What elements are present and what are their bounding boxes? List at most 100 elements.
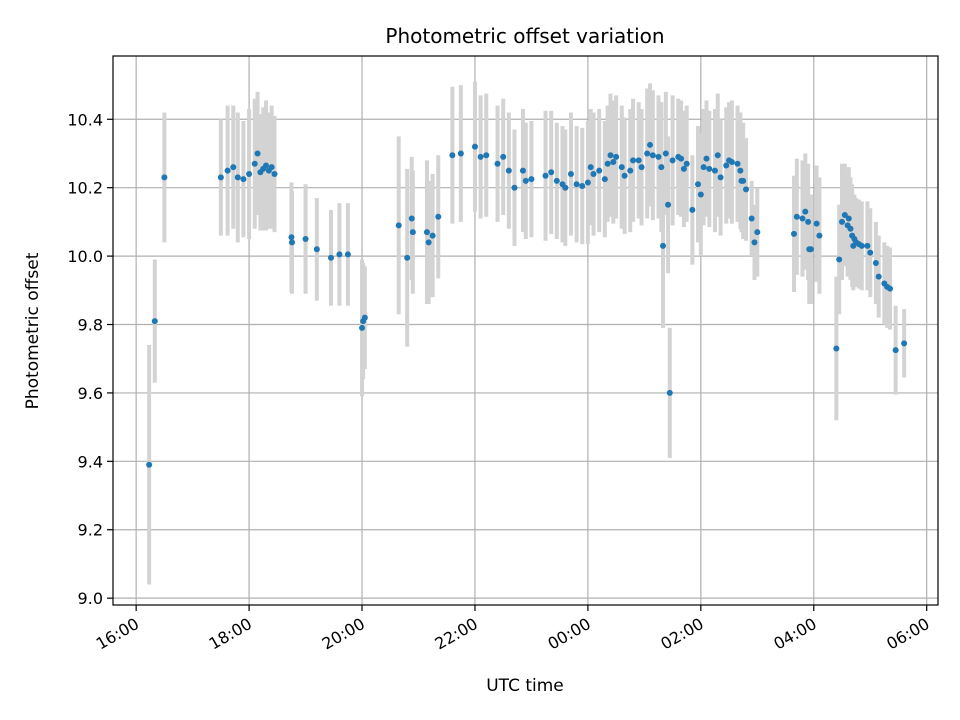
data-point [584, 179, 591, 186]
data-point [313, 246, 320, 253]
data-point [590, 171, 597, 178]
data-point [562, 184, 569, 191]
data-point [839, 218, 846, 225]
x-tick-label: 00:00 [544, 614, 593, 654]
data-point [471, 143, 478, 150]
data-point [263, 162, 270, 169]
data-point [697, 191, 704, 198]
data-point [655, 153, 662, 160]
data-point [680, 165, 687, 172]
data-point [618, 164, 625, 171]
y-axis-label: Photometric offset [23, 252, 43, 409]
data-point [573, 181, 580, 188]
data-point [579, 182, 586, 189]
data-point [483, 152, 490, 159]
data-point [666, 389, 673, 396]
data-point [805, 218, 812, 225]
data-point [678, 155, 685, 162]
data-point [703, 155, 710, 162]
data-point [658, 164, 665, 171]
data-point [743, 186, 750, 193]
data-point [748, 215, 755, 222]
x-tick-label: 02:00 [657, 614, 706, 654]
data-point [217, 174, 224, 181]
data-point [901, 340, 908, 347]
data-point [754, 229, 761, 236]
data-point [644, 150, 651, 157]
data-point [251, 160, 258, 167]
y-tick-label: 10.2 [67, 179, 103, 198]
data-point [246, 171, 253, 178]
data-point [665, 201, 672, 208]
y-tick-label: 9.6 [78, 384, 103, 403]
data-point [836, 256, 843, 263]
data-points [146, 141, 908, 468]
data-point [271, 171, 278, 178]
x-tick-label: 16:00 [93, 614, 142, 654]
data-point [601, 176, 608, 183]
data-point [361, 314, 368, 321]
data-point [621, 172, 628, 179]
data-point [423, 229, 430, 236]
data-point [845, 215, 852, 222]
y-axis-ticks: 9.0 9.2 9.4 9.6 9.8 10.0 10.2 10.4 [67, 110, 113, 608]
data-point [711, 167, 718, 174]
data-point [683, 160, 690, 167]
y-tick-label: 10.4 [67, 110, 103, 129]
data-point [833, 345, 840, 352]
data-point [425, 239, 432, 246]
data-point [689, 206, 696, 213]
data-point [858, 242, 865, 249]
data-point [737, 167, 744, 174]
data-point [864, 242, 871, 249]
data-point [638, 164, 645, 171]
x-tick-label: 04:00 [770, 614, 819, 654]
data-point [494, 160, 501, 167]
x-tick-label: 22:00 [432, 614, 481, 654]
data-point [793, 213, 800, 220]
data-point [302, 236, 309, 242]
data-point [359, 324, 366, 331]
data-point [610, 159, 617, 166]
data-point [802, 208, 809, 215]
y-tick-label: 10.0 [67, 247, 103, 266]
x-tick-label: 20:00 [319, 614, 368, 654]
chart-title: Photometric offset variation [385, 24, 664, 48]
data-point [660, 242, 666, 249]
data-point [872, 259, 879, 266]
data-point [649, 152, 656, 159]
data-point [799, 215, 806, 222]
data-point [500, 153, 507, 160]
data-point [477, 153, 484, 160]
data-point [548, 169, 555, 176]
data-point [288, 234, 295, 241]
data-point [404, 254, 411, 261]
data-point [289, 239, 296, 246]
data-point [647, 141, 654, 148]
data-point [449, 152, 456, 159]
data-point [327, 254, 334, 261]
x-axis-ticks: 16:00 18:00 20:00 22:00 00:00 02:00 04:00 06:00 [93, 605, 933, 654]
data-point [662, 150, 669, 157]
data-point [717, 174, 724, 181]
data-point [522, 177, 529, 184]
data-point [630, 157, 637, 164]
data-point [728, 159, 735, 166]
data-point [607, 152, 614, 159]
data-point [887, 285, 894, 292]
data-point [604, 160, 611, 167]
data-point [553, 177, 560, 184]
data-point [567, 171, 574, 178]
data-point [409, 229, 416, 236]
data-point [892, 347, 899, 354]
data-point [268, 164, 275, 171]
plot-frame [112, 55, 939, 606]
data-point [161, 174, 168, 181]
data-point [841, 212, 848, 219]
data-point [230, 164, 237, 171]
y-tick-label: 9.0 [78, 589, 103, 608]
data-point [714, 152, 721, 159]
data-point [336, 251, 343, 258]
data-point [875, 273, 882, 280]
